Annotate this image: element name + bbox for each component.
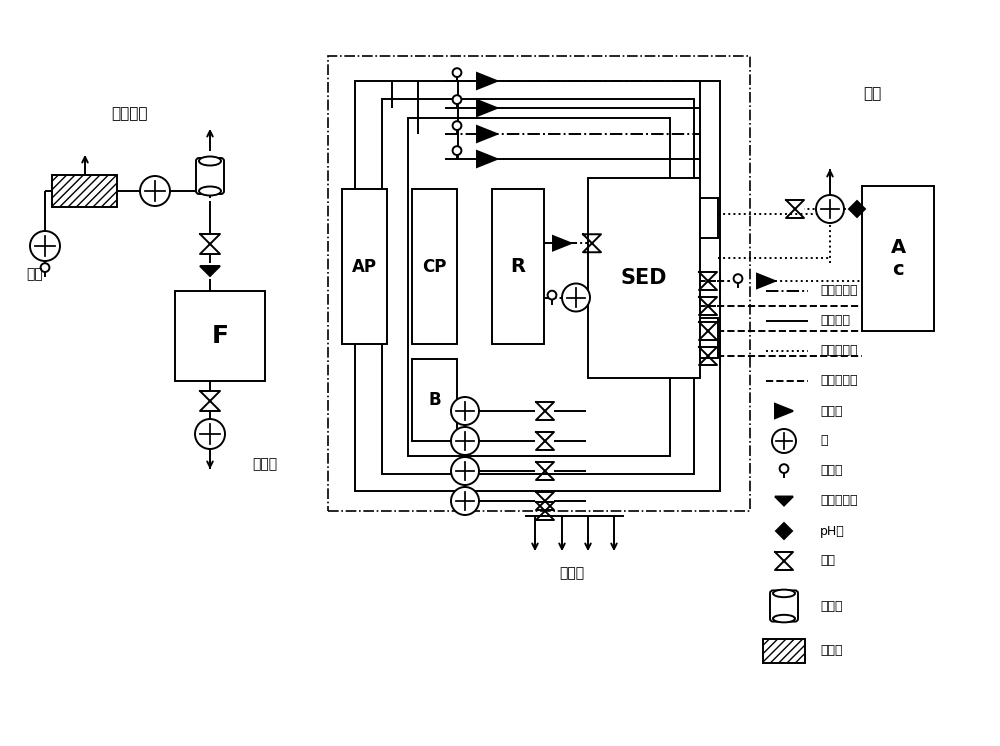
Bar [763,639,805,663]
Bar [355,81,720,491]
Circle shape [30,231,60,261]
Text: 泵: 泵 [820,434,827,448]
Circle shape [816,195,844,223]
Circle shape [451,457,479,485]
Ellipse shape [199,186,221,195]
Text: F: F [212,324,229,348]
Text: 过滤池: 过滤池 [820,600,842,612]
Text: 产物液: 产物液 [559,566,585,580]
Circle shape [562,283,590,312]
Bar [412,189,457,344]
Polygon shape [553,236,571,251]
Bar [492,189,544,344]
Circle shape [195,419,225,449]
Polygon shape [477,73,497,89]
Text: B: B [428,391,441,409]
Polygon shape [775,404,793,419]
Circle shape [780,464,788,473]
Text: 脱水污泥: 脱水污泥 [112,107,148,122]
Bar [328,56,750,511]
Circle shape [451,487,479,515]
Text: AP: AP [352,257,377,275]
Circle shape [734,275,742,283]
Bar [382,99,694,474]
Bar [52,175,117,207]
Text: pH计: pH计 [820,524,845,538]
Text: A
c: A c [890,238,906,279]
FancyBboxPatch shape [770,590,798,621]
Bar [700,198,718,238]
Text: 电导率探头: 电导率探头 [820,495,857,507]
Text: 阀门: 阀门 [820,554,835,568]
Polygon shape [757,274,775,288]
Text: R: R [511,257,526,276]
Polygon shape [776,523,792,539]
Text: 压力计: 压力计 [820,465,842,477]
Ellipse shape [199,157,221,166]
Text: 循环管道: 循环管道 [820,315,850,327]
Text: 淡化水: 淡化水 [252,457,278,471]
Text: 沼液: 沼液 [27,267,43,281]
Circle shape [453,68,461,77]
Text: 酸洗室管道: 酸洗室管道 [820,374,857,387]
Text: 电极液管道: 电极液管道 [820,345,857,357]
Bar [862,186,934,331]
Circle shape [41,263,49,272]
Bar [588,178,700,378]
Polygon shape [477,126,497,142]
Bar [412,359,457,441]
Circle shape [453,95,461,104]
Polygon shape [849,201,865,217]
Bar [408,118,670,456]
Circle shape [548,291,556,299]
Ellipse shape [773,589,795,598]
Bar [700,318,718,358]
Polygon shape [477,100,497,116]
Circle shape [453,121,461,130]
Polygon shape [200,266,220,276]
Text: 淡化室管道: 淡化室管道 [820,284,857,298]
Text: SED: SED [621,268,667,288]
Circle shape [772,429,796,453]
Text: CP: CP [422,257,447,275]
Circle shape [140,176,170,206]
Bar [175,291,265,381]
Bar [342,189,387,344]
Text: 废酸: 废酸 [863,87,881,101]
Polygon shape [477,151,497,167]
FancyBboxPatch shape [196,158,224,194]
Ellipse shape [773,615,795,622]
Text: 流量计: 流量计 [820,404,842,418]
Circle shape [451,427,479,455]
Circle shape [451,397,479,425]
Text: 叠螺机: 叠螺机 [820,645,842,657]
Circle shape [453,146,461,155]
Polygon shape [775,497,793,506]
